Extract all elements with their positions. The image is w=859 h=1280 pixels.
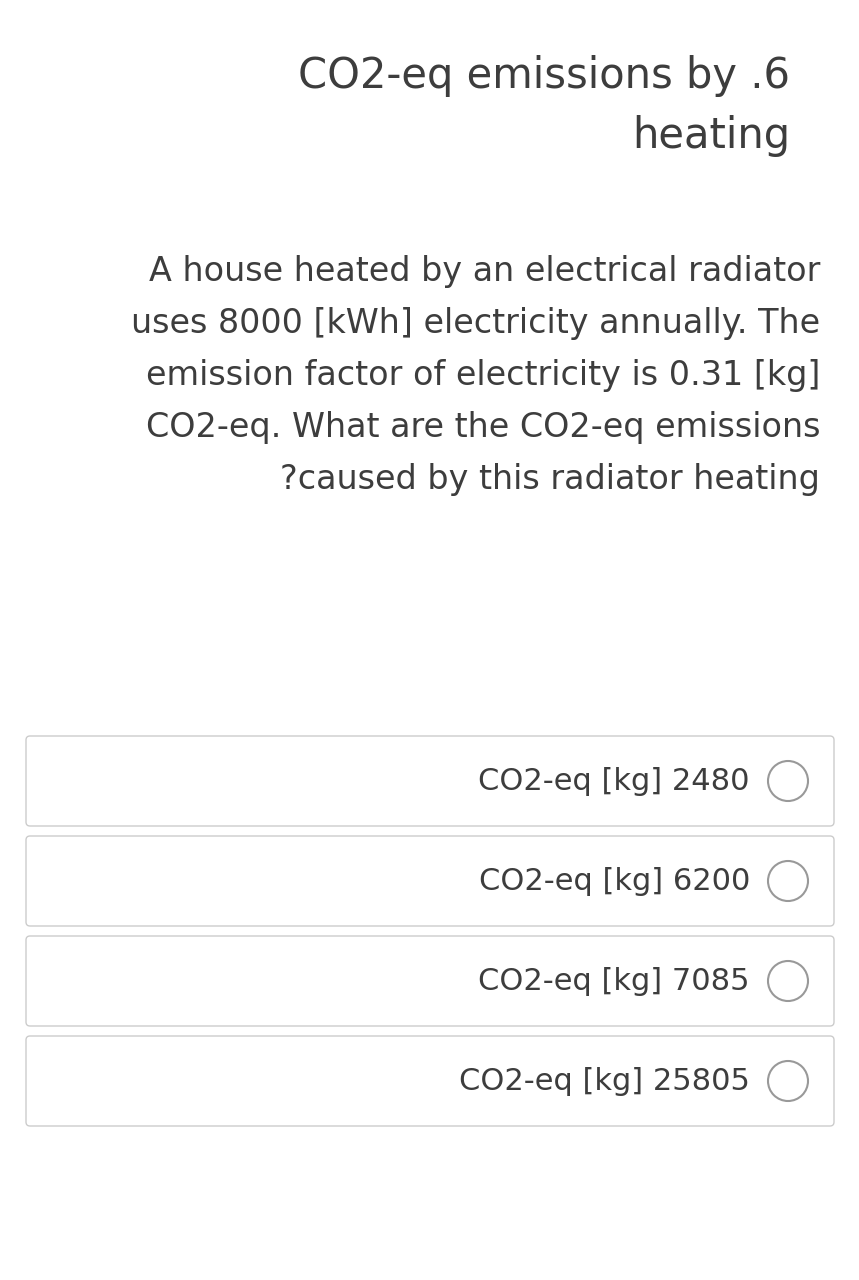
Text: CO2-eq. What are the CO2-eq emissions: CO2-eq. What are the CO2-eq emissions [145,411,820,444]
Ellipse shape [768,861,808,901]
FancyBboxPatch shape [26,836,834,925]
Text: CO2-eq [kg] 2480: CO2-eq [kg] 2480 [478,767,750,795]
Text: emission factor of electricity is 0.31 [kg]: emission factor of electricity is 0.31 [… [146,358,820,392]
Text: heating: heating [632,115,790,157]
FancyBboxPatch shape [26,1036,834,1126]
FancyBboxPatch shape [26,736,834,826]
FancyBboxPatch shape [26,936,834,1027]
Text: CO2-eq [kg] 6200: CO2-eq [kg] 6200 [478,867,750,896]
Ellipse shape [768,762,808,801]
Text: CO2-eq [kg] 7085: CO2-eq [kg] 7085 [478,966,750,996]
Text: CO2-eq [kg] 25805: CO2-eq [kg] 25805 [459,1066,750,1096]
Text: ?caused by this radiator heating: ?caused by this radiator heating [280,463,820,495]
Text: CO2-eq emissions by .6: CO2-eq emissions by .6 [298,55,790,97]
Text: uses 8000 [kWh] electricity annually. The: uses 8000 [kWh] electricity annually. Th… [131,307,820,340]
Text: A house heated by an electrical radiator: A house heated by an electrical radiator [149,255,820,288]
Ellipse shape [768,961,808,1001]
Ellipse shape [768,1061,808,1101]
